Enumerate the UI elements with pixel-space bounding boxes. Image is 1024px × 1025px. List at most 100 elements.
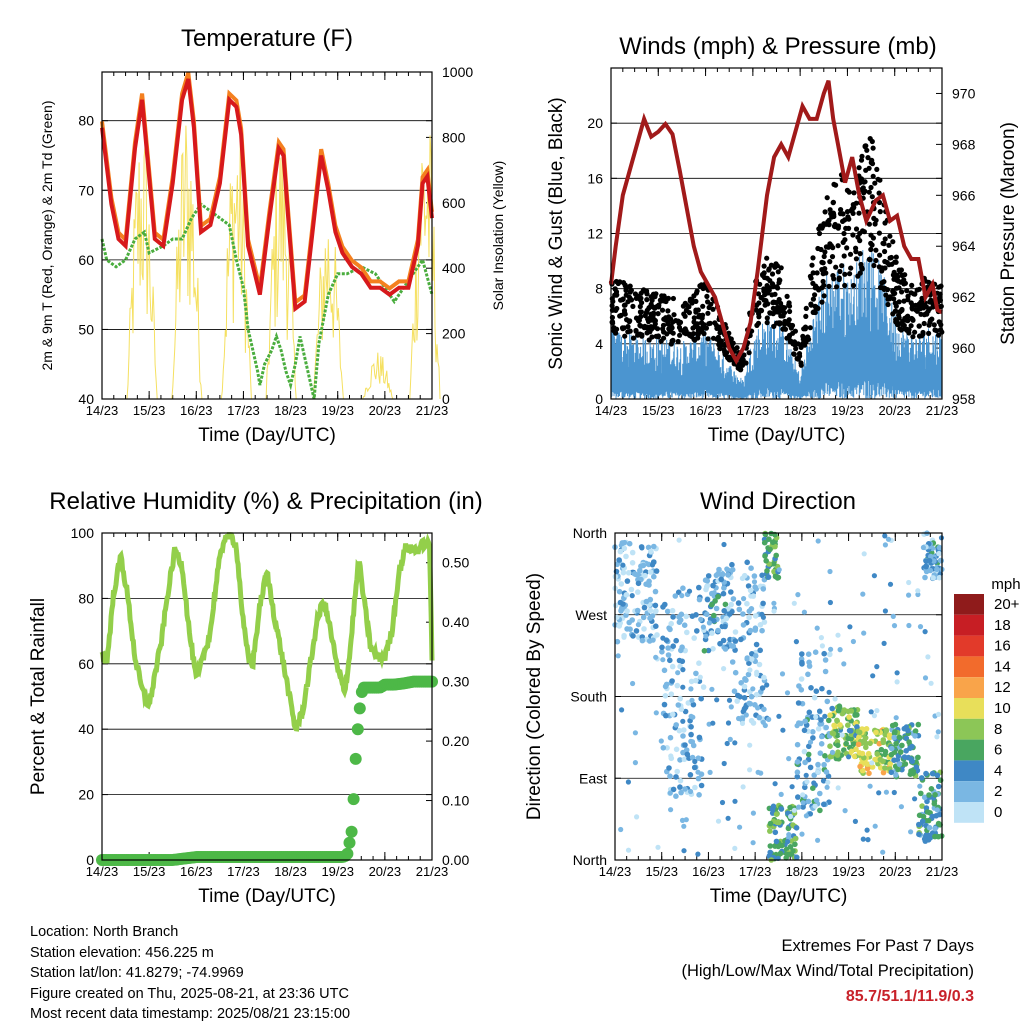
direction-point — [815, 726, 822, 732]
gust-point — [833, 264, 839, 270]
direction-point — [935, 820, 942, 827]
direction-point — [667, 734, 674, 741]
gust-point — [853, 200, 859, 206]
gust-point — [909, 282, 915, 288]
direction-point — [870, 673, 876, 679]
direction-point — [752, 613, 759, 619]
direction-point — [647, 569, 654, 575]
direction-point — [638, 563, 644, 569]
direction-point — [877, 756, 884, 763]
gust-point — [920, 303, 926, 309]
direction-point — [646, 578, 652, 585]
direction-point — [817, 708, 823, 714]
direction-point — [648, 548, 654, 555]
gust-point — [910, 316, 916, 323]
direction-point — [612, 602, 619, 609]
gust-point — [827, 259, 833, 265]
gust-point — [900, 318, 906, 324]
gust-point — [761, 263, 767, 269]
precip-point — [345, 825, 358, 838]
direction-point — [934, 807, 940, 813]
direction-point — [843, 740, 849, 747]
gust-point — [644, 297, 650, 303]
direction-point — [853, 746, 859, 752]
x-tick-label: 21/23 — [926, 403, 959, 418]
direction-point — [874, 664, 880, 670]
direction-point — [801, 748, 808, 755]
direction-point — [710, 646, 716, 652]
direction-point — [690, 742, 697, 749]
direction-point — [887, 761, 893, 767]
gust-point — [910, 334, 916, 340]
direction-point — [928, 786, 935, 792]
y-tick-label: 0 — [595, 391, 603, 407]
direction-point — [867, 783, 873, 789]
direction-point — [640, 614, 647, 621]
direction-point — [669, 678, 675, 684]
direction-point — [725, 572, 731, 578]
direction-point — [798, 676, 805, 682]
direction-point — [769, 806, 776, 813]
direction-point — [759, 685, 766, 691]
gust-point — [847, 271, 853, 277]
gust-point — [857, 251, 863, 257]
direction-point — [752, 627, 759, 633]
chart-title: Temperature (F) — [181, 25, 353, 52]
direction-point — [667, 657, 673, 664]
gust-point — [876, 190, 882, 196]
gust-point — [726, 356, 732, 362]
direction-point — [695, 851, 701, 857]
direction-point — [932, 833, 938, 840]
y-right-tick-label: 964 — [952, 238, 976, 254]
gust-point — [821, 253, 827, 260]
direction-point — [748, 656, 755, 662]
direction-point — [822, 657, 829, 663]
y-right-axis-label: Solar Insolation (Yellow) — [490, 161, 506, 311]
gust-point — [772, 264, 778, 270]
gust-point — [627, 289, 633, 295]
direction-point — [732, 669, 739, 676]
gust-point — [774, 284, 780, 290]
direction-point — [923, 563, 929, 570]
gust-point — [734, 345, 740, 351]
direction-point — [752, 653, 759, 659]
gust-point — [891, 269, 897, 275]
direction-point — [683, 817, 689, 823]
x-tick-label: 21/23 — [416, 864, 449, 879]
gust-point — [851, 190, 857, 196]
y-tick-label: 12 — [587, 226, 603, 242]
direction-point — [628, 586, 635, 593]
direction-point — [827, 651, 833, 658]
gust-point — [764, 283, 770, 289]
gust-point — [613, 289, 620, 295]
direction-point — [915, 754, 921, 761]
direction-point — [745, 671, 752, 678]
direction-point — [764, 682, 770, 688]
direction-point — [677, 757, 683, 763]
direction-point — [839, 732, 845, 738]
direction-point — [778, 791, 784, 798]
direction-point — [762, 531, 769, 538]
direction-point — [705, 647, 712, 654]
info-latlon: Station lat/lon: 41.8279; -74.9969 — [30, 965, 244, 981]
gust-point — [810, 255, 816, 261]
gust-point — [644, 330, 650, 336]
gust-point — [630, 303, 636, 309]
direction-point — [689, 613, 696, 619]
gust-point — [770, 299, 777, 305]
x-tick-label: 20/23 — [879, 864, 912, 879]
gust-point — [690, 331, 697, 337]
direction-point — [682, 708, 689, 715]
direction-point — [746, 614, 752, 621]
x-tick-label: 18/23 — [784, 403, 817, 418]
precip-point — [341, 847, 354, 860]
gust-point — [647, 304, 653, 310]
x-axis-label: Time (Day/UTC) — [710, 886, 848, 907]
gust-point — [868, 184, 874, 191]
gust-point — [855, 273, 861, 279]
gust-point — [883, 292, 889, 298]
plot-frame — [610, 67, 943, 400]
legend-swatch — [954, 739, 984, 761]
direction-point — [924, 809, 931, 815]
